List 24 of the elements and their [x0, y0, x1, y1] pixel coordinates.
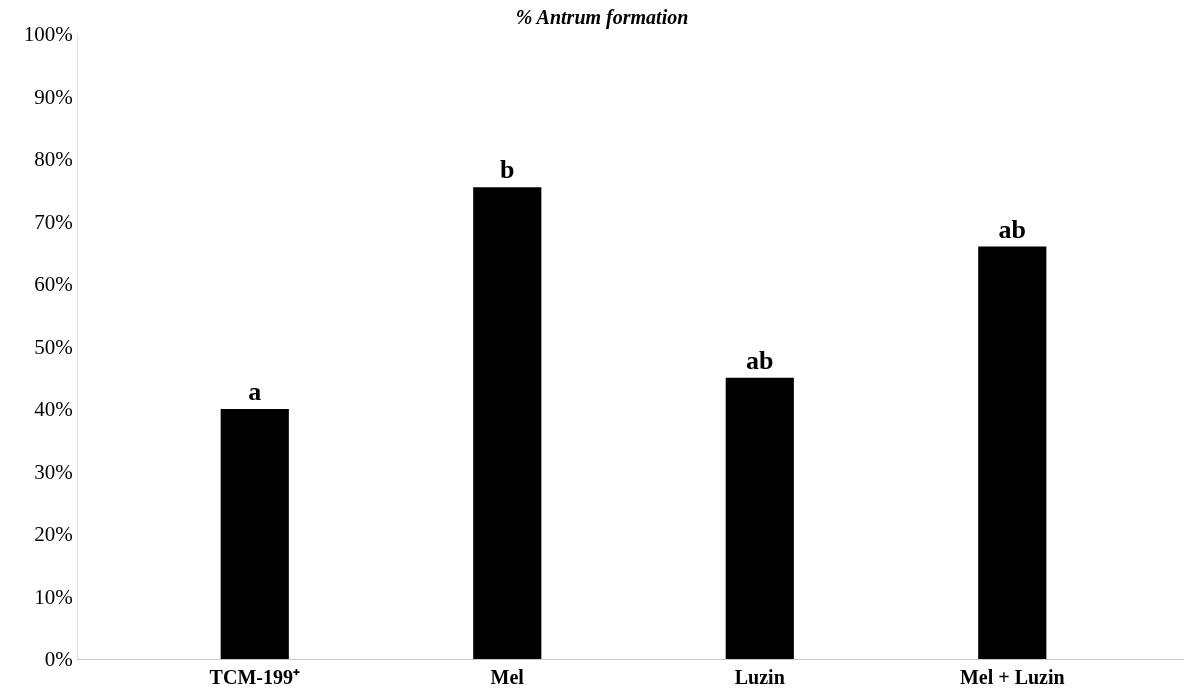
bar: [220, 409, 289, 659]
y-tick-label: 10%: [34, 584, 73, 609]
y-tick-label: 50%: [34, 334, 73, 359]
bar: [473, 187, 542, 659]
x-tick-label: TCM-199⁺: [209, 666, 300, 688]
y-tick-label: 40%: [34, 397, 73, 422]
bar: [725, 377, 794, 659]
y-tick-label: 100%: [23, 22, 73, 47]
x-tick-label: Mel: [490, 666, 525, 688]
bar: [978, 246, 1047, 659]
y-tick-label: 90%: [34, 84, 73, 109]
data-label: b: [500, 155, 515, 185]
y-tick-label: 60%: [34, 272, 73, 297]
y-tick-label: 20%: [34, 522, 73, 547]
chart-title: % Antrum formation: [515, 6, 689, 30]
data-label: ab: [746, 345, 774, 375]
y-tick-label: 80%: [34, 147, 73, 172]
y-tick-label: 70%: [34, 209, 73, 234]
y-tick-label: 0%: [44, 647, 73, 672]
x-tick-label: Mel + Luzin: [959, 666, 1065, 688]
data-label: a: [248, 377, 262, 406]
x-tick-label: Luzin: [734, 666, 785, 688]
y-tick-label: 30%: [34, 459, 73, 484]
data-label: ab: [998, 214, 1027, 244]
